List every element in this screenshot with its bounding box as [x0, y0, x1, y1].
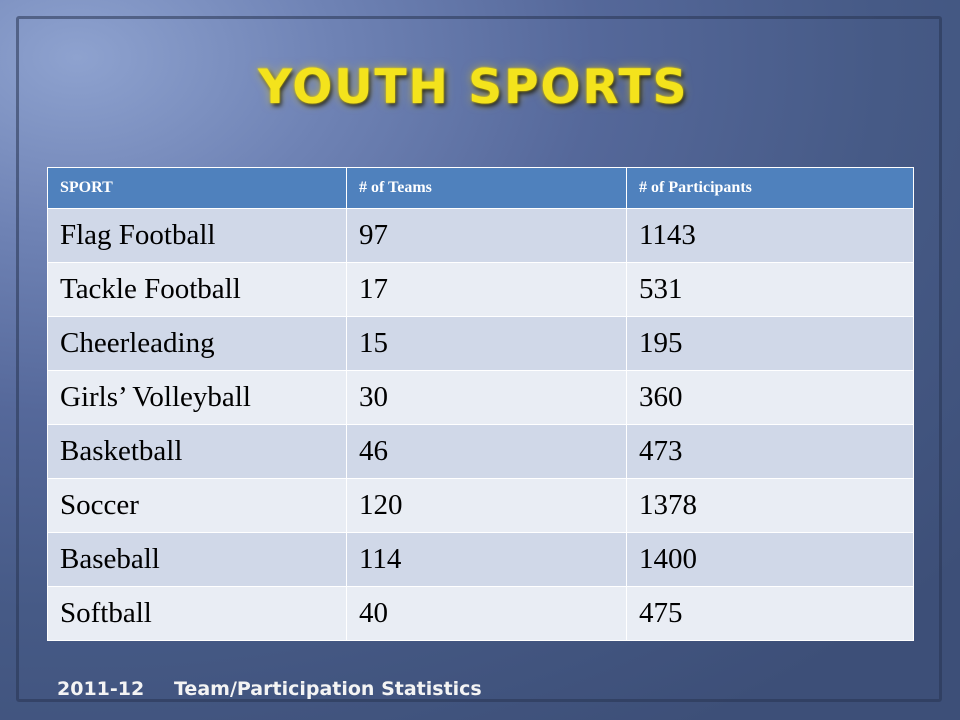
- participants-cell: 473: [626, 424, 914, 479]
- sports-stats-table: SPORT # of Teams # of Participants Flag …: [47, 167, 914, 641]
- teams-cell: 120: [346, 478, 627, 533]
- slide-title: YOUTH SPORTS: [258, 60, 689, 115]
- teams-cell: 30: [346, 370, 627, 425]
- teams-cell: 114: [346, 532, 627, 587]
- sport-cell: Basketball: [47, 424, 347, 479]
- sport-cell: Flag Football: [47, 208, 347, 263]
- participants-cell: 475: [626, 586, 914, 641]
- footer-year: 2011-12: [57, 678, 145, 700]
- footer-label: Team/Participation Statistics: [174, 678, 482, 700]
- slide-footer: 2011-12 Team/Participation Statistics: [57, 678, 482, 700]
- teams-cell: 15: [346, 316, 627, 371]
- table-row: Baseball 114 1400: [47, 532, 914, 587]
- table-row: Basketball 46 473: [47, 424, 914, 479]
- participants-cell: 1143: [626, 208, 914, 263]
- slide-frame: [16, 16, 942, 702]
- table-row: Girls’ Volleyball 30 360: [47, 370, 914, 425]
- table-header-row: SPORT # of Teams # of Participants: [47, 167, 914, 209]
- participants-cell: 1400: [626, 532, 914, 587]
- sport-cell: Softball: [47, 586, 347, 641]
- teams-cell: 40: [346, 586, 627, 641]
- header-sport: SPORT: [47, 167, 347, 209]
- sport-cell: Cheerleading: [47, 316, 347, 371]
- participants-cell: 531: [626, 262, 914, 317]
- participants-cell: 195: [626, 316, 914, 371]
- table-row: Softball 40 475: [47, 586, 914, 641]
- sport-cell: Tackle Football: [47, 262, 347, 317]
- table-row: Tackle Football 17 531: [47, 262, 914, 317]
- sport-cell: Soccer: [47, 478, 347, 533]
- participants-cell: 1378: [626, 478, 914, 533]
- participants-cell: 360: [626, 370, 914, 425]
- table-row: Cheerleading 15 195: [47, 316, 914, 371]
- table-row: Soccer 120 1378: [47, 478, 914, 533]
- teams-cell: 17: [346, 262, 627, 317]
- teams-cell: 46: [346, 424, 627, 479]
- sport-cell: Baseball: [47, 532, 347, 587]
- sport-cell: Girls’ Volleyball: [47, 370, 347, 425]
- table-row: Flag Football 97 1143: [47, 208, 914, 263]
- header-teams: # of Teams: [346, 167, 627, 209]
- header-participants: # of Participants: [626, 167, 914, 209]
- teams-cell: 97: [346, 208, 627, 263]
